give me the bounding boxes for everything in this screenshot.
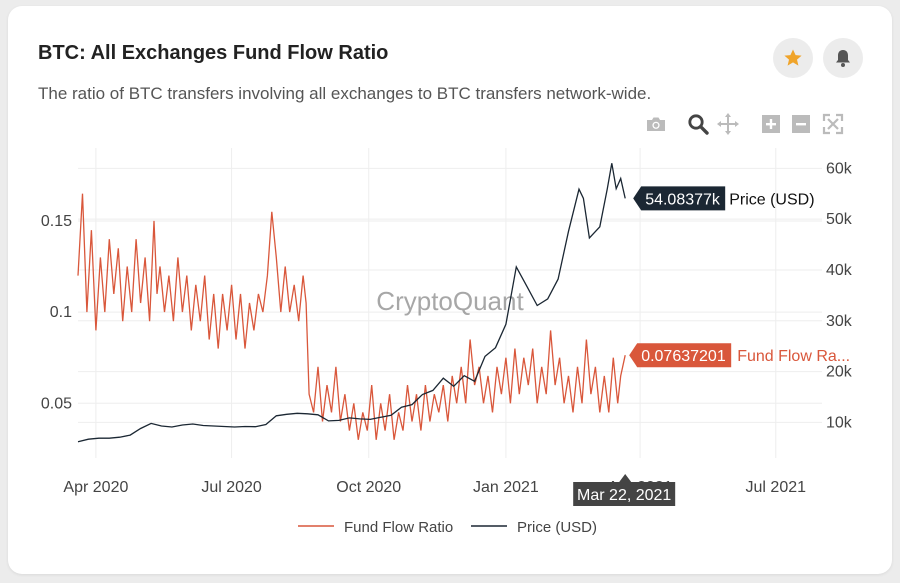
price-tooltip: 54.08377k Price (USD) xyxy=(633,186,815,211)
price-tooltip-label: Price (USD) xyxy=(729,191,814,208)
page-subtitle: The ratio of BTC transfers involving all… xyxy=(38,84,652,103)
y-axis-right: 10k 20k 30k 40k 50k 60k xyxy=(826,160,853,431)
legend-label: Price (USD) xyxy=(517,519,597,536)
legend-item-price[interactable]: Price (USD) xyxy=(471,519,597,536)
x-tick-label: Jul 2021 xyxy=(746,479,807,496)
autoscale-button[interactable] xyxy=(821,112,845,136)
y-right-tick-label: 10k xyxy=(826,414,853,431)
legend-item-fund-flow-ratio[interactable]: Fund Flow Ratio xyxy=(298,519,453,536)
ratio-tooltip-label: Fund Flow Ra... xyxy=(737,348,850,365)
x-tick-label: Jul 2020 xyxy=(201,479,262,496)
y-right-tick-label: 30k xyxy=(826,313,853,330)
x-tick-label: Apr 2020 xyxy=(63,479,128,496)
price-tooltip-value: 54.08377k xyxy=(645,191,721,208)
zoom-out-button[interactable] xyxy=(789,112,813,136)
favorite-button[interactable] xyxy=(773,38,813,78)
autoscale-icon xyxy=(822,113,844,135)
pan-icon xyxy=(717,113,739,135)
fund-flow-ratio-line[interactable] xyxy=(77,193,626,440)
zoom-in-button[interactable] xyxy=(759,112,783,136)
y-right-tick-label: 60k xyxy=(826,160,853,177)
ratio-tooltip: 0.07637201 Fund Flow Ra... xyxy=(629,343,850,368)
y-right-tick-label: 20k xyxy=(826,364,853,381)
date-tooltip: Mar 22, 2021 xyxy=(573,474,676,506)
y-axis-left: 0.05 0.1 0.15 xyxy=(41,213,72,412)
star-icon xyxy=(784,49,802,66)
x-tick-label: Oct 2020 xyxy=(336,479,401,496)
download-plot-button[interactable] xyxy=(644,112,668,136)
alert-button[interactable] xyxy=(823,38,863,78)
zoom-icon xyxy=(688,114,709,135)
chart-card: BTC: All Exchanges Fund Flow Ratio The r… xyxy=(8,6,892,574)
hover-tooltips: 54.08377k Price (USD) 0.07637201 Fund Flow … xyxy=(573,186,850,506)
ratio-tooltip-value: 0.07637201 xyxy=(641,348,726,365)
zoom-in-icon xyxy=(762,115,780,133)
bell-icon xyxy=(836,50,850,67)
y-left-tick-label: 0.1 xyxy=(50,304,72,321)
legend-label: Fund Flow Ratio xyxy=(344,519,453,536)
y-right-tick-label: 40k xyxy=(826,262,853,279)
legend[interactable]: Fund Flow Ratio Price (USD) xyxy=(298,519,597,536)
zoom-button[interactable] xyxy=(686,112,710,136)
x-tick-label: Jan 2021 xyxy=(473,479,539,496)
camera-icon xyxy=(647,117,665,131)
price-line[interactable] xyxy=(77,163,626,443)
date-tooltip-value: Mar 22, 2021 xyxy=(577,487,671,504)
page-title: BTC: All Exchanges Fund Flow Ratio xyxy=(38,42,389,64)
zoom-out-icon xyxy=(792,115,810,133)
y-right-tick-label: 50k xyxy=(826,211,853,228)
watermark: CryptoQuant xyxy=(376,286,524,316)
pan-button[interactable] xyxy=(716,112,740,136)
y-left-tick-label: 0.05 xyxy=(41,395,72,412)
y-left-tick-label: 0.15 xyxy=(41,213,72,230)
